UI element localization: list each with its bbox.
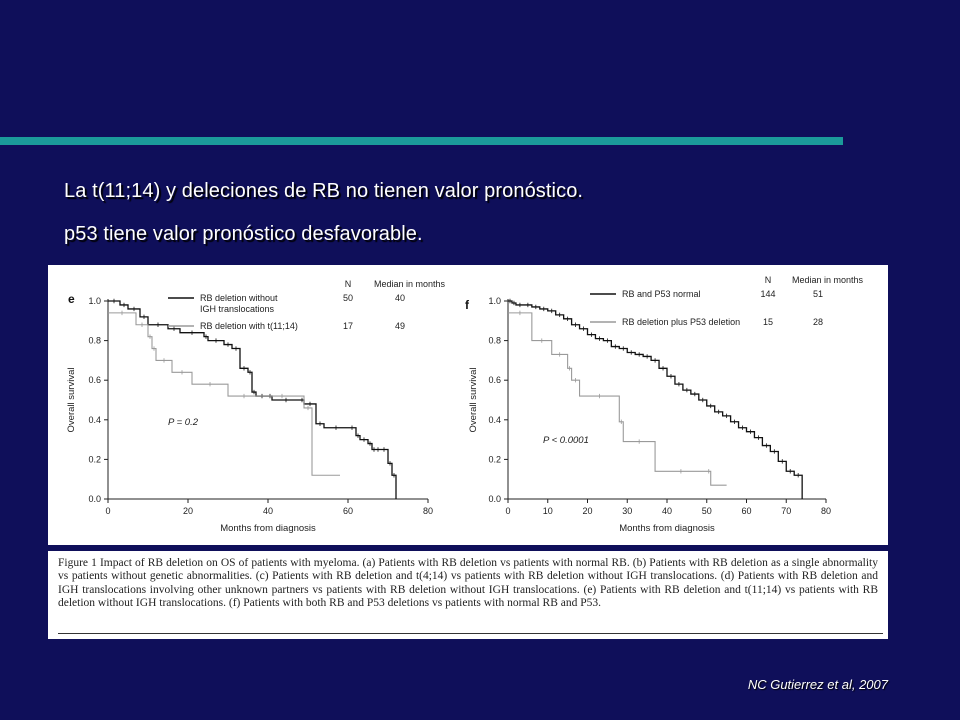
- legend-label-f-1: RB and P53 normal: [622, 289, 701, 299]
- legend-n-f-1: 144: [760, 289, 775, 299]
- y-tick-label-e: 1.0: [88, 296, 101, 306]
- km-curve-f-2: [508, 312, 727, 486]
- y-tick-label-f: 0.2: [488, 454, 501, 464]
- x-tick-label-f: 70: [781, 506, 791, 516]
- legend-header-n-e: N: [345, 279, 352, 289]
- x-axis-label-e: Months from diagnosis: [220, 523, 316, 534]
- legend-header-median-e: Median in months: [374, 279, 446, 289]
- legend-n-e-1: 50: [343, 293, 353, 303]
- y-tick-label-f: 0.4: [488, 415, 501, 425]
- y-tick-label-e: 0.0: [88, 494, 101, 504]
- x-axis-label-f: Months from diagnosis: [619, 523, 715, 534]
- x-tick-label-e: 80: [423, 506, 433, 516]
- legend-header-n-f: N: [765, 275, 772, 285]
- km-panel-e: 0.0 0.2 0.4 0.6 0.8 1.0 0 20 40 60 80 Months from d…: [66, 279, 446, 534]
- x-tick-label-f: 80: [821, 506, 831, 516]
- citation: NC Gutierrez et al, 2007: [747, 677, 888, 692]
- x-tick-label-f: 40: [662, 506, 672, 516]
- legend-label-f-2: RB deletion plus P53 deletion: [622, 317, 740, 327]
- caption-rule: [58, 633, 883, 634]
- legend-label-e-1: RB deletion without: [200, 293, 278, 303]
- y-axis-label-f: Overall survival: [468, 368, 479, 433]
- legend-median-e-2: 49: [395, 321, 405, 331]
- legend-header-median-f: Median in months: [792, 275, 864, 285]
- x-tick-label-f: 60: [741, 506, 751, 516]
- survival-figure: 0.0 0.2 0.4 0.6 0.8 1.0 0 20 40 60 80 Months from d…: [66, 275, 864, 534]
- figure-panel: 0.0 0.2 0.4 0.6 0.8 1.0 0 20 40 60 80 Months from d…: [48, 265, 888, 545]
- y-tick-label-e: 0.4: [88, 415, 101, 425]
- legend-label-e-2: RB deletion with t(11;14): [200, 321, 298, 331]
- p-value-e: P = 0.2: [168, 417, 199, 428]
- legend-median-f-2: 28: [813, 317, 823, 327]
- x-tick-label-e: 40: [263, 506, 273, 516]
- x-tick-label-f: 20: [582, 506, 592, 516]
- legend-median-f-1: 51: [813, 289, 823, 299]
- figure-caption: Figure 1 Impact of RB deletion on OS of …: [58, 557, 878, 610]
- x-tick-label-e: 60: [343, 506, 353, 516]
- legend-label-e-1: IGH translocations: [200, 304, 275, 314]
- caption-panel: Figure 1 Impact of RB deletion on OS of …: [48, 551, 888, 639]
- y-tick-label-f: 0.0: [488, 494, 501, 504]
- legend-n-e-2: 17: [343, 321, 353, 331]
- y-tick-label-e: 0.6: [88, 375, 101, 385]
- x-tick-label-f: 0: [505, 506, 510, 516]
- p-value-f: P < 0.0001: [543, 435, 589, 446]
- y-tick-label-f: 0.6: [488, 375, 501, 385]
- y-tick-label-f: 1.0: [488, 296, 501, 306]
- accent-bar: [0, 137, 843, 145]
- x-tick-label-e: 20: [183, 506, 193, 516]
- x-tick-label-e: 0: [105, 506, 110, 516]
- y-tick-label-f: 0.8: [488, 336, 501, 346]
- x-tick-label-f: 50: [702, 506, 712, 516]
- legend-median-e-1: 40: [395, 293, 405, 303]
- y-tick-label-e: 0.2: [88, 454, 101, 464]
- x-tick-label-f: 10: [543, 506, 553, 516]
- panel-letter-f: f: [465, 298, 470, 312]
- km-panel-f: 0.0 0.2 0.4 0.6 0.8 1.0 0 10 20 30 40 50 60 70 80 Month…: [465, 275, 864, 534]
- headline-p53: p53 tiene valor pronóstico desfavorable.: [64, 223, 423, 245]
- x-tick-label-f: 30: [622, 506, 632, 516]
- km-curve-e-2: [108, 312, 340, 476]
- legend-n-f-2: 15: [763, 317, 773, 327]
- y-axis-label-e: Overall survival: [66, 368, 77, 433]
- panel-letter-e: e: [68, 292, 75, 306]
- headline-tumor-t11-14: La t(11;14) y deleciones de RB no tienen…: [64, 180, 584, 202]
- y-tick-label-e: 0.8: [88, 336, 101, 346]
